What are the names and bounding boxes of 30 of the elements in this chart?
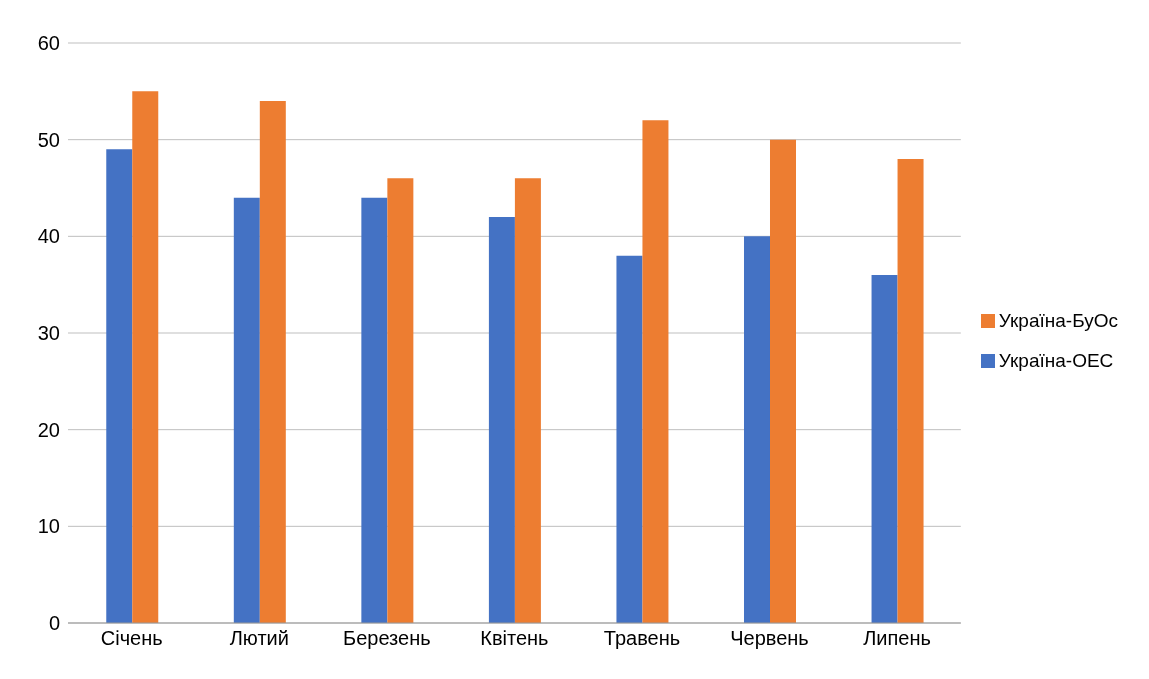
x-tick-label: Травень (603, 627, 681, 650)
bar (488, 217, 515, 623)
y-tick-label: 60 (37, 32, 60, 55)
legend-label: Україна-БуОс (998, 309, 1118, 331)
y-tick-label: 20 (37, 418, 60, 441)
x-tick-label: Січень (100, 627, 163, 650)
x-tick-label: Квітень (480, 627, 549, 650)
x-tick-label: Березень (343, 627, 431, 650)
bar (233, 197, 260, 623)
bar (642, 120, 669, 623)
x-tick-label: Червень (730, 627, 809, 650)
y-tick-label: 50 (37, 128, 60, 151)
legend-label: Україна-ОЕС (998, 349, 1114, 371)
bar (259, 101, 286, 623)
y-tick-label: 0 (48, 612, 60, 635)
bar (770, 139, 796, 623)
bar (871, 275, 898, 623)
y-tick-label: 10 (37, 515, 60, 538)
bar (897, 159, 924, 623)
x-tick-label: Липень (863, 627, 931, 650)
bar (514, 178, 541, 623)
y-tick-label: 40 (37, 225, 60, 248)
bar (744, 236, 770, 623)
x-tick-label: Лютий (229, 627, 289, 650)
bar (361, 197, 388, 623)
bar (616, 255, 643, 623)
y-tick-label: 30 (37, 322, 60, 345)
bar (106, 149, 133, 623)
bar (387, 178, 414, 623)
bar (132, 91, 159, 623)
